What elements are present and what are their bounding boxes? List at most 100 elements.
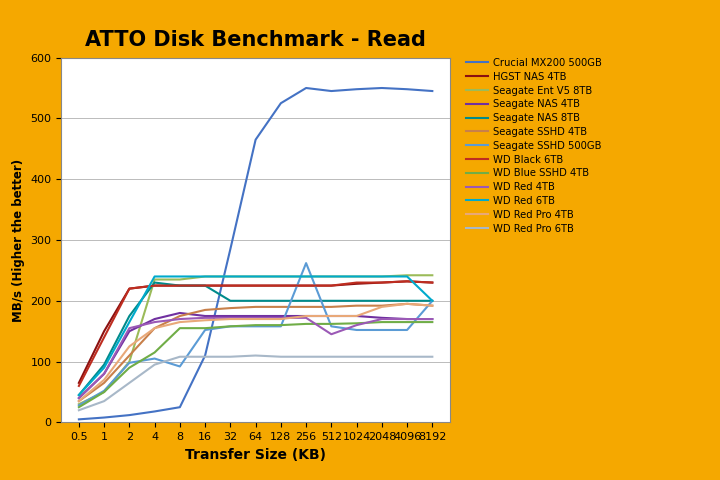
Crucial MX200 500GB: [75, 417, 84, 422]
WD Black 6TB: [176, 283, 184, 288]
Seagate Ent V5 8TB: [201, 274, 210, 279]
WD Red 6TB: [201, 274, 210, 279]
WD Red 6TB: [402, 274, 411, 279]
Seagate SSHD 4TB: [150, 325, 159, 331]
Seagate SSHD 500GB: [352, 327, 361, 333]
WD Red 4TB: [125, 325, 134, 331]
Seagate SSHD 500GB: [150, 356, 159, 361]
Seagate NAS 4TB: [428, 316, 436, 322]
WD Red 4TB: [428, 316, 436, 322]
Seagate SSHD 500GB: [100, 388, 109, 394]
Seagate SSHD 4TB: [327, 304, 336, 310]
HGST NAS 4TB: [251, 283, 260, 288]
WD Red Pro 6TB: [100, 398, 109, 404]
WD Red 6TB: [327, 274, 336, 279]
Y-axis label: MB/s (Higher the better): MB/s (Higher the better): [12, 158, 24, 322]
WD Blue SSHD 4TB: [201, 325, 210, 331]
WD Blue SSHD 4TB: [327, 321, 336, 327]
WD Red 4TB: [276, 315, 285, 321]
WD Red Pro 6TB: [377, 354, 386, 360]
Seagate NAS 4TB: [226, 313, 235, 319]
WD Red 6TB: [100, 365, 109, 371]
Crucial MX200 500GB: [150, 408, 159, 414]
WD Red 6TB: [352, 274, 361, 279]
WD Red 4TB: [327, 331, 336, 337]
Seagate NAS 4TB: [377, 315, 386, 321]
WD Red 6TB: [75, 392, 84, 398]
HGST NAS 4TB: [226, 283, 235, 288]
Line: Crucial MX200 500GB: Crucial MX200 500GB: [79, 88, 432, 420]
HGST NAS 4TB: [327, 283, 336, 288]
Seagate SSHD 4TB: [100, 380, 109, 386]
WD Red Pro 4TB: [201, 317, 210, 323]
Crucial MX200 500GB: [100, 415, 109, 420]
Seagate NAS 4TB: [327, 313, 336, 319]
Seagate SSHD 500GB: [302, 260, 310, 266]
WD Red 6TB: [176, 274, 184, 279]
Crucial MX200 500GB: [201, 353, 210, 359]
Seagate NAS 4TB: [201, 313, 210, 319]
Seagate NAS 8TB: [327, 298, 336, 304]
Seagate Ent V5 8TB: [176, 276, 184, 282]
WD Black 6TB: [428, 280, 436, 286]
HGST NAS 4TB: [150, 283, 159, 288]
Seagate NAS 4TB: [75, 395, 84, 401]
Line: WD Blue SSHD 4TB: WD Blue SSHD 4TB: [79, 322, 432, 407]
HGST NAS 4TB: [302, 283, 310, 288]
WD Red 6TB: [428, 298, 436, 304]
WD Red Pro 6TB: [352, 354, 361, 360]
WD Red 4TB: [302, 315, 310, 321]
Seagate NAS 4TB: [150, 316, 159, 322]
WD Red Pro 4TB: [176, 319, 184, 325]
WD Red Pro 6TB: [302, 354, 310, 360]
HGST NAS 4TB: [201, 283, 210, 288]
Seagate NAS 8TB: [75, 392, 84, 398]
Crucial MX200 500GB: [251, 137, 260, 143]
WD Blue SSHD 4TB: [352, 321, 361, 326]
WD Red Pro 6TB: [201, 354, 210, 360]
HGST NAS 4TB: [100, 328, 109, 334]
Crucial MX200 500GB: [302, 85, 310, 91]
Crucial MX200 500GB: [352, 86, 361, 92]
Seagate SSHD 4TB: [226, 305, 235, 311]
Crucial MX200 500GB: [377, 85, 386, 91]
HGST NAS 4TB: [276, 283, 285, 288]
WD Red Pro 6TB: [226, 354, 235, 360]
WD Red Pro 6TB: [402, 354, 411, 360]
Seagate SSHD 4TB: [125, 353, 134, 359]
Seagate SSHD 500GB: [428, 298, 436, 304]
WD Blue SSHD 4TB: [276, 322, 285, 328]
WD Red Pro 6TB: [125, 380, 134, 386]
Seagate NAS 8TB: [100, 362, 109, 368]
Seagate NAS 8TB: [125, 313, 134, 319]
WD Blue SSHD 4TB: [75, 404, 84, 410]
Seagate NAS 4TB: [402, 316, 411, 322]
Seagate NAS 4TB: [302, 313, 310, 319]
Seagate SSHD 500GB: [176, 363, 184, 369]
WD Red Pro 6TB: [75, 408, 84, 413]
Seagate NAS 8TB: [251, 298, 260, 304]
Line: WD Red 4TB: WD Red 4TB: [79, 318, 432, 398]
WD Red 6TB: [276, 274, 285, 279]
WD Black 6TB: [150, 283, 159, 288]
WD Red Pro 4TB: [226, 316, 235, 322]
WD Red 4TB: [100, 371, 109, 377]
WD Red 6TB: [226, 274, 235, 279]
WD Blue SSHD 4TB: [428, 319, 436, 325]
Crucial MX200 500GB: [226, 246, 235, 252]
WD Black 6TB: [100, 335, 109, 340]
Seagate SSHD 4TB: [251, 304, 260, 310]
Crucial MX200 500GB: [125, 412, 134, 418]
WD Black 6TB: [327, 283, 336, 288]
Seagate NAS 4TB: [176, 310, 184, 316]
WD Red Pro 4TB: [302, 313, 310, 319]
Line: WD Red 6TB: WD Red 6TB: [79, 276, 432, 395]
WD Red 4TB: [377, 316, 386, 322]
HGST NAS 4TB: [176, 283, 184, 288]
WD Red Pro 4TB: [327, 313, 336, 319]
WD Red Pro 4TB: [402, 301, 411, 307]
WD Red 4TB: [150, 319, 159, 325]
Seagate SSHD 4TB: [201, 307, 210, 313]
Seagate NAS 8TB: [276, 298, 285, 304]
WD Red Pro 4TB: [276, 316, 285, 322]
